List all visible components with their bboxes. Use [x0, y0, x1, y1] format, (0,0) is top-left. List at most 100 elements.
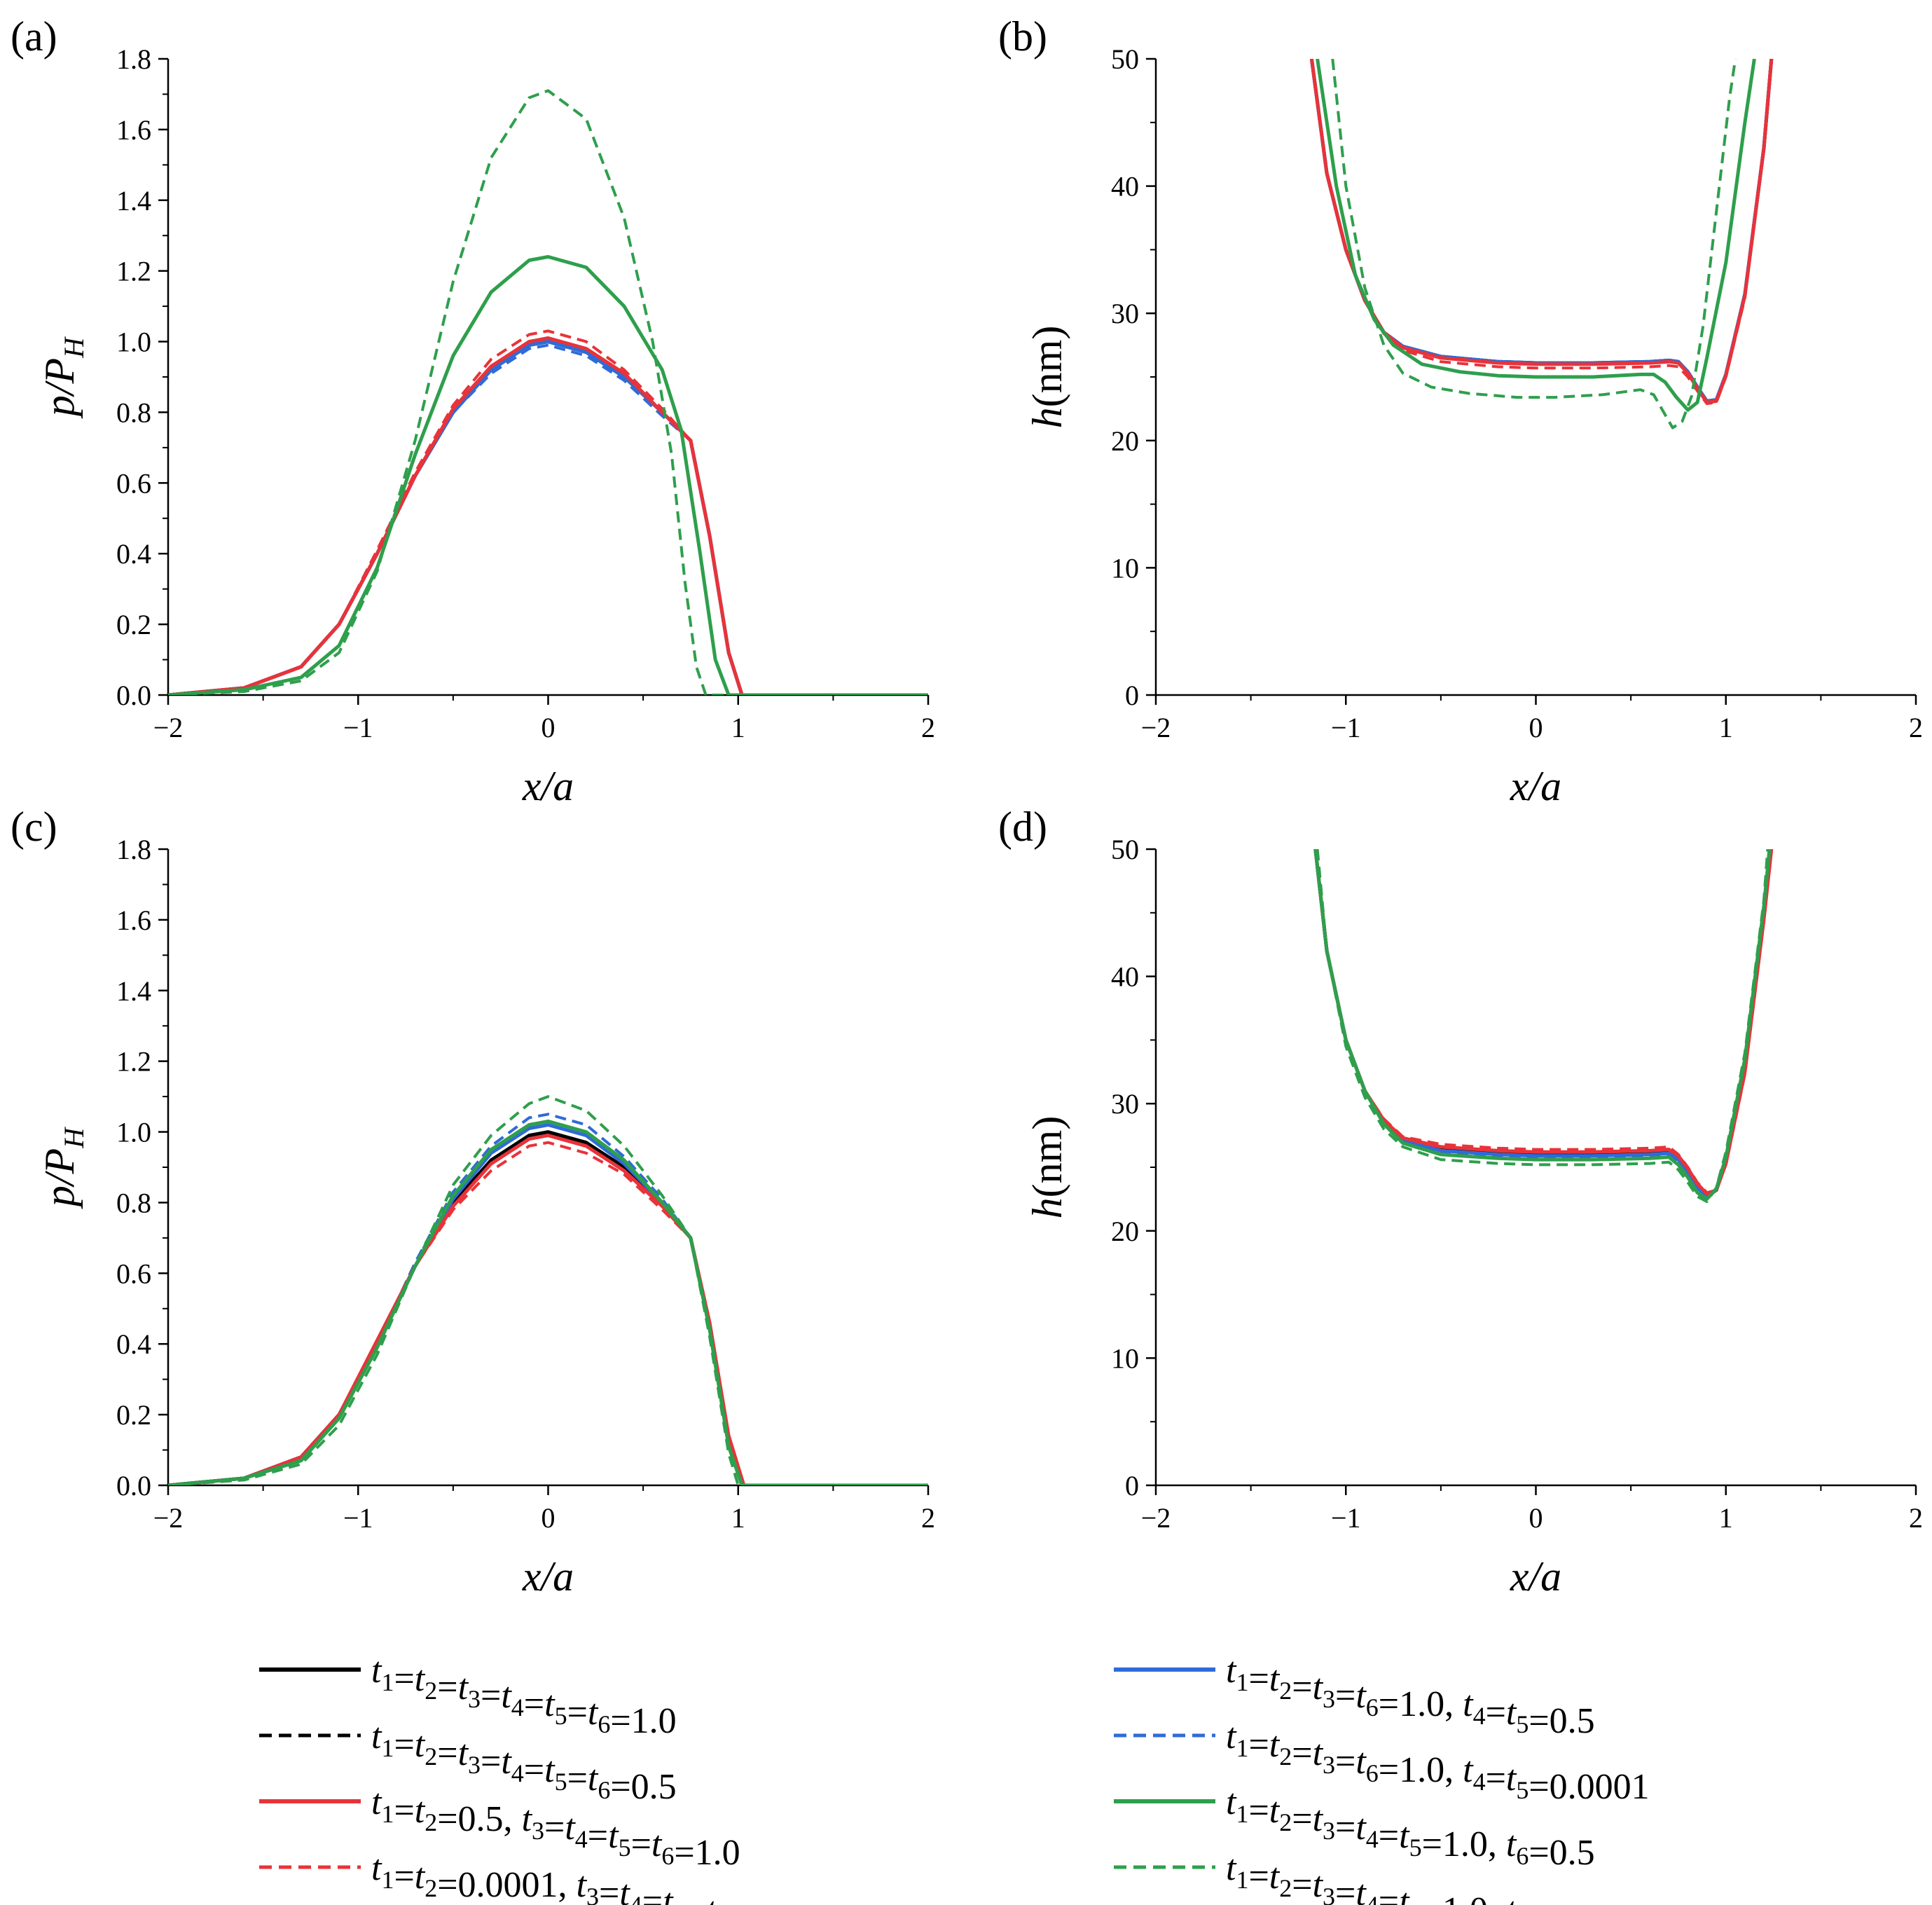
panel-label: (a) [11, 13, 57, 60]
y-tick-label: 1.6 [116, 114, 151, 146]
x-axis-title: x/a [522, 1553, 574, 1600]
legend-item-s1: t1=t2=t3=t4=t5=t6=1.0 [259, 1651, 677, 1741]
series-line-s1 [168, 1130, 928, 1485]
series-line-s5 [1309, 59, 1774, 403]
panel-label: (d) [998, 804, 1047, 850]
series-line-s5 [168, 1123, 928, 1485]
y-tick-label: 0.4 [116, 538, 151, 570]
x-axis-title: x/a [1510, 1553, 1561, 1600]
series-line-s7 [1316, 59, 1756, 412]
legend-item-s2: t1=t2=t3=t4=t5=t6=0.5 [259, 1717, 677, 1807]
x-axis-title: x/a [522, 763, 574, 809]
y-tick-label: 0.2 [116, 1399, 151, 1431]
y-tick-label: 50 [1111, 834, 1139, 865]
x-tick-label: 2 [921, 1502, 935, 1534]
series-line-s3 [1309, 59, 1774, 404]
panel-label: (b) [998, 13, 1047, 60]
y-tick-label: 1.2 [116, 256, 151, 287]
y-tick-label: 0 [1125, 680, 1139, 711]
y-tick-label: 10 [1111, 552, 1139, 584]
series-line-s4 [168, 1141, 928, 1485]
y-tick-label: 50 [1111, 43, 1139, 75]
legend: t1=t2=t3=t4=t5=t6=1.0t1=t2=t3=t4=t5=t6=0… [259, 1651, 1650, 1905]
series-line-s3 [168, 336, 928, 695]
x-tick-label: 1 [731, 1502, 745, 1534]
legend-label: t1=t2=t3=t6=1.0, t4=t5=0.0001 [1226, 1717, 1650, 1807]
y-tick-label: 1.0 [116, 326, 151, 358]
y-tick-label: 1.4 [116, 185, 151, 216]
x-tick-label: 1 [731, 712, 745, 743]
series-line-s1 [1309, 59, 1774, 403]
y-tick-label: 40 [1111, 171, 1139, 202]
series-line-s2 [1310, 59, 1773, 403]
y-tick-label: 0.6 [116, 467, 151, 499]
x-tick-label: 0 [541, 712, 556, 743]
y-tick-label: 20 [1111, 1216, 1139, 1247]
x-tick-label: 2 [921, 712, 935, 743]
x-tick-label: 2 [1909, 712, 1923, 743]
series-line-s4 [168, 329, 928, 695]
series-line-s4 [1310, 59, 1773, 406]
x-tick-label: 2 [1909, 1502, 1923, 1534]
y-tick-label: 0.8 [116, 1187, 151, 1218]
x-tick-label: −1 [343, 1502, 373, 1534]
y-tick-label: 1.4 [116, 975, 151, 1007]
series-line-s6 [1310, 59, 1773, 403]
legend-item-s4: t1=t2=0.0001, t3=t4=t5=t6=1.0 [259, 1848, 795, 1905]
panels: −2 −1 0 1 2 0.0 0.2 0.4 0.6 0.8 1.0 1.2 1.4 1.6 1.8 (a)… [11, 13, 1923, 1600]
series-line-s2 [168, 1130, 928, 1485]
legend-item-s8: t1=t2=t3=t4=t5=1.0, t6=0.0001 [1114, 1848, 1650, 1905]
x-tick-label: −2 [153, 1502, 184, 1534]
legend-label: t1=t2=t3=t6=1.0, t4=t5=0.5 [1226, 1651, 1595, 1741]
y-axis-title: p/PH [36, 336, 90, 419]
series-line-s5 [1313, 849, 1772, 1199]
series-group [1309, 59, 1774, 429]
x-tick-label: 0 [541, 1502, 556, 1534]
series-line-s6 [168, 343, 928, 695]
series-line-s3 [1313, 849, 1774, 1196]
legend-label: t1=t2=t3=t4=t5=1.0, t6=0.0001 [1226, 1848, 1650, 1905]
x-tick-label: −1 [343, 712, 373, 743]
y-tick-label: 0.4 [116, 1328, 151, 1360]
series-line-s2 [1313, 849, 1772, 1197]
x-tick-label: 0 [1529, 1502, 1543, 1534]
series-line-s8 [168, 89, 928, 695]
y-tick-label: 0.0 [116, 680, 151, 711]
y-tick-label: 1.8 [116, 834, 151, 865]
y-tick-label: 0.0 [116, 1470, 151, 1501]
y-tick-label: 10 [1111, 1342, 1139, 1374]
legend-label: t1=t2=t3=t4=t5=1.0, t6=0.5 [1226, 1782, 1595, 1873]
legend-item-s5: t1=t2=t3=t6=1.0, t4=t5=0.5 [1114, 1651, 1595, 1741]
x-tick-label: −2 [1141, 712, 1171, 743]
series-line-s3 [168, 1134, 928, 1485]
series-group [168, 89, 928, 695]
y-tick-label: 30 [1111, 298, 1139, 329]
y-tick-label: 0.6 [116, 1258, 151, 1289]
series-line-s6 [168, 1113, 928, 1485]
y-tick-label: 40 [1111, 961, 1139, 993]
y-tick-label: 20 [1111, 425, 1139, 457]
series-line-s1 [168, 340, 928, 695]
x-axis-title: x/a [1510, 763, 1561, 809]
series-line-s7 [168, 255, 928, 695]
legend-item-s3: t1=t2=0.5, t3=t4=t5=t6=1.0 [259, 1782, 740, 1873]
series-group [1313, 849, 1774, 1203]
y-tick-label: 30 [1111, 1088, 1139, 1120]
series-line-s1 [1313, 849, 1772, 1197]
legend-label: t1=t2=0.0001, t3=t4=t5=t6=1.0 [371, 1848, 795, 1905]
x-tick-label: 1 [1719, 1502, 1733, 1534]
panel-a: −2 −1 0 1 2 0.0 0.2 0.4 0.6 0.8 1.0 1.2 1.4 1.6 1.8 (a)… [11, 13, 935, 809]
legend-item-s7: t1=t2=t3=t4=t5=1.0, t6=0.5 [1114, 1782, 1595, 1873]
x-tick-label: −1 [1331, 712, 1361, 743]
x-tick-label: −1 [1331, 1502, 1361, 1534]
series-line-s7 [168, 1119, 928, 1485]
series-line-s5 [168, 340, 928, 695]
y-axis-title: h(nm) [1024, 326, 1070, 429]
panel-c: −2 −1 0 1 2 0.0 0.2 0.4 0.6 0.8 1.0 1.2 1.4 1.6 1.8 (c)… [11, 804, 935, 1600]
legend-item-s6: t1=t2=t3=t6=1.0, t4=t5=0.0001 [1114, 1717, 1650, 1807]
y-tick-label: 1.6 [116, 905, 151, 936]
legend-label: t1=t2=t3=t4=t5=t6=0.5 [371, 1717, 677, 1807]
